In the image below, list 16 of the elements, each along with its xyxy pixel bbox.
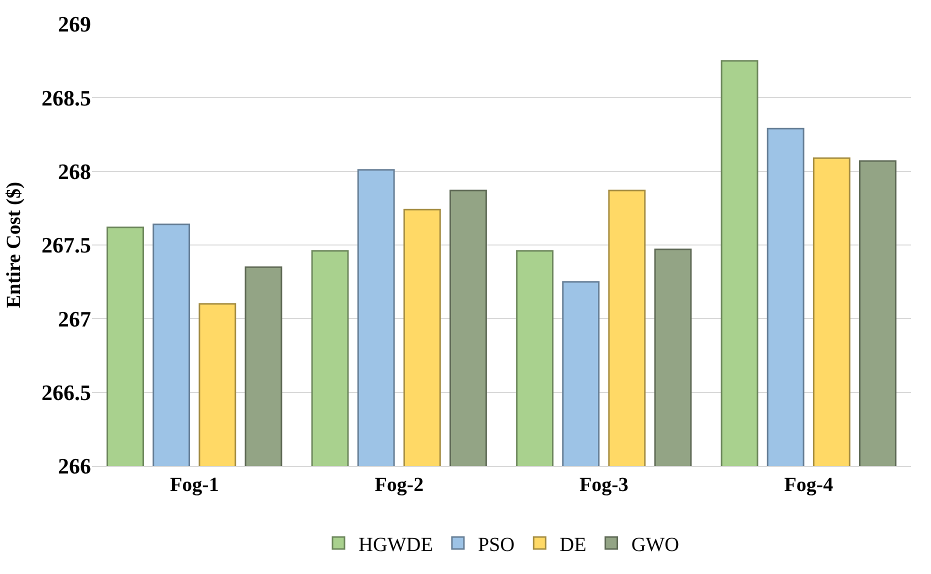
- legend-label: GWO: [631, 534, 680, 556]
- legend-label: HGWDE: [358, 534, 433, 556]
- y-tick-label: 267.5: [42, 232, 91, 258]
- y-tick-label: 267: [58, 306, 91, 332]
- y-tick-label: 266.5: [42, 380, 91, 406]
- y-axis-title: Entire Cost ($): [3, 182, 25, 308]
- x-tick-label: Fog-4: [784, 474, 834, 496]
- legend-label: PSO: [478, 534, 515, 556]
- y-tick-label: 266: [58, 454, 91, 479]
- y-tick-label: 268: [58, 159, 91, 184]
- x-tick-label: Fog-2: [374, 474, 424, 496]
- y-tick-label: 268.5: [42, 85, 91, 110]
- legend-label: DE: [560, 534, 586, 556]
- y-tick-label: 269: [58, 12, 91, 37]
- x-tick-label: Fog-1: [170, 474, 219, 496]
- x-tick-label: Fog-3: [579, 474, 628, 496]
